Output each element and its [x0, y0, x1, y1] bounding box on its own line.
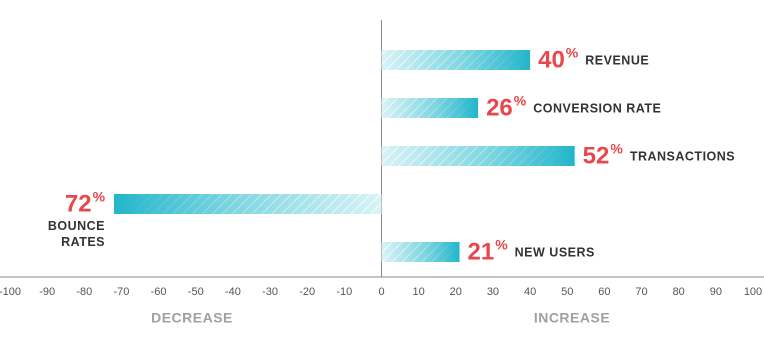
bar-hatch	[114, 194, 382, 214]
x-tick-label: -90	[39, 286, 55, 298]
x-tick-label: -40	[225, 286, 241, 298]
category-label: CONVERSION RATE	[533, 101, 661, 115]
x-tick-label: -80	[76, 286, 92, 298]
value-suffix: %	[93, 189, 106, 205]
value-label: 21	[468, 238, 495, 265]
x-tick-label: -30	[262, 286, 278, 298]
value-suffix: %	[610, 141, 623, 157]
value-suffix: %	[514, 93, 527, 109]
x-tick-label: 0	[378, 286, 384, 298]
x-tick-label: 20	[450, 286, 462, 298]
x-tick-label: 90	[710, 286, 722, 298]
x-tick-label: 30	[487, 286, 499, 298]
value-suffix: %	[495, 237, 508, 253]
category-label: TRANSACTIONS	[630, 149, 735, 163]
x-tick-label: -20	[299, 286, 315, 298]
x-tick-label: -50	[188, 286, 204, 298]
x-tick-label: 80	[673, 286, 685, 298]
positive-axis-label: INCREASE	[534, 310, 610, 326]
x-tick-label: 100	[744, 286, 762, 298]
category-label: BOUNCE RATES	[47, 219, 106, 249]
x-tick-label: 50	[561, 286, 573, 298]
bar-hatch	[381, 146, 575, 166]
value-label: 40	[538, 46, 565, 73]
category-label: REVENUE	[585, 53, 649, 67]
x-tick-label: -60	[151, 286, 167, 298]
value-label: 26	[486, 94, 513, 121]
bar-hatch	[381, 98, 479, 118]
x-tick-label: 70	[635, 286, 647, 298]
x-tick-label: 60	[598, 286, 610, 298]
value-suffix: %	[566, 45, 579, 61]
x-tick-label: -70	[113, 286, 129, 298]
x-tick-label: -100	[0, 286, 21, 298]
value-label: 72	[65, 190, 92, 217]
negative-axis-label: DECREASE	[151, 310, 233, 326]
x-tick-label: 40	[524, 286, 536, 298]
category-label: NEW USERS	[515, 245, 595, 259]
bar-hatch	[381, 242, 460, 262]
x-tick-label: 10	[413, 286, 425, 298]
value-label: 52	[583, 142, 610, 169]
x-tick-label: -10	[336, 286, 352, 298]
bar-hatch	[381, 50, 531, 70]
category-label-box: BOUNCE RATES	[47, 219, 106, 249]
